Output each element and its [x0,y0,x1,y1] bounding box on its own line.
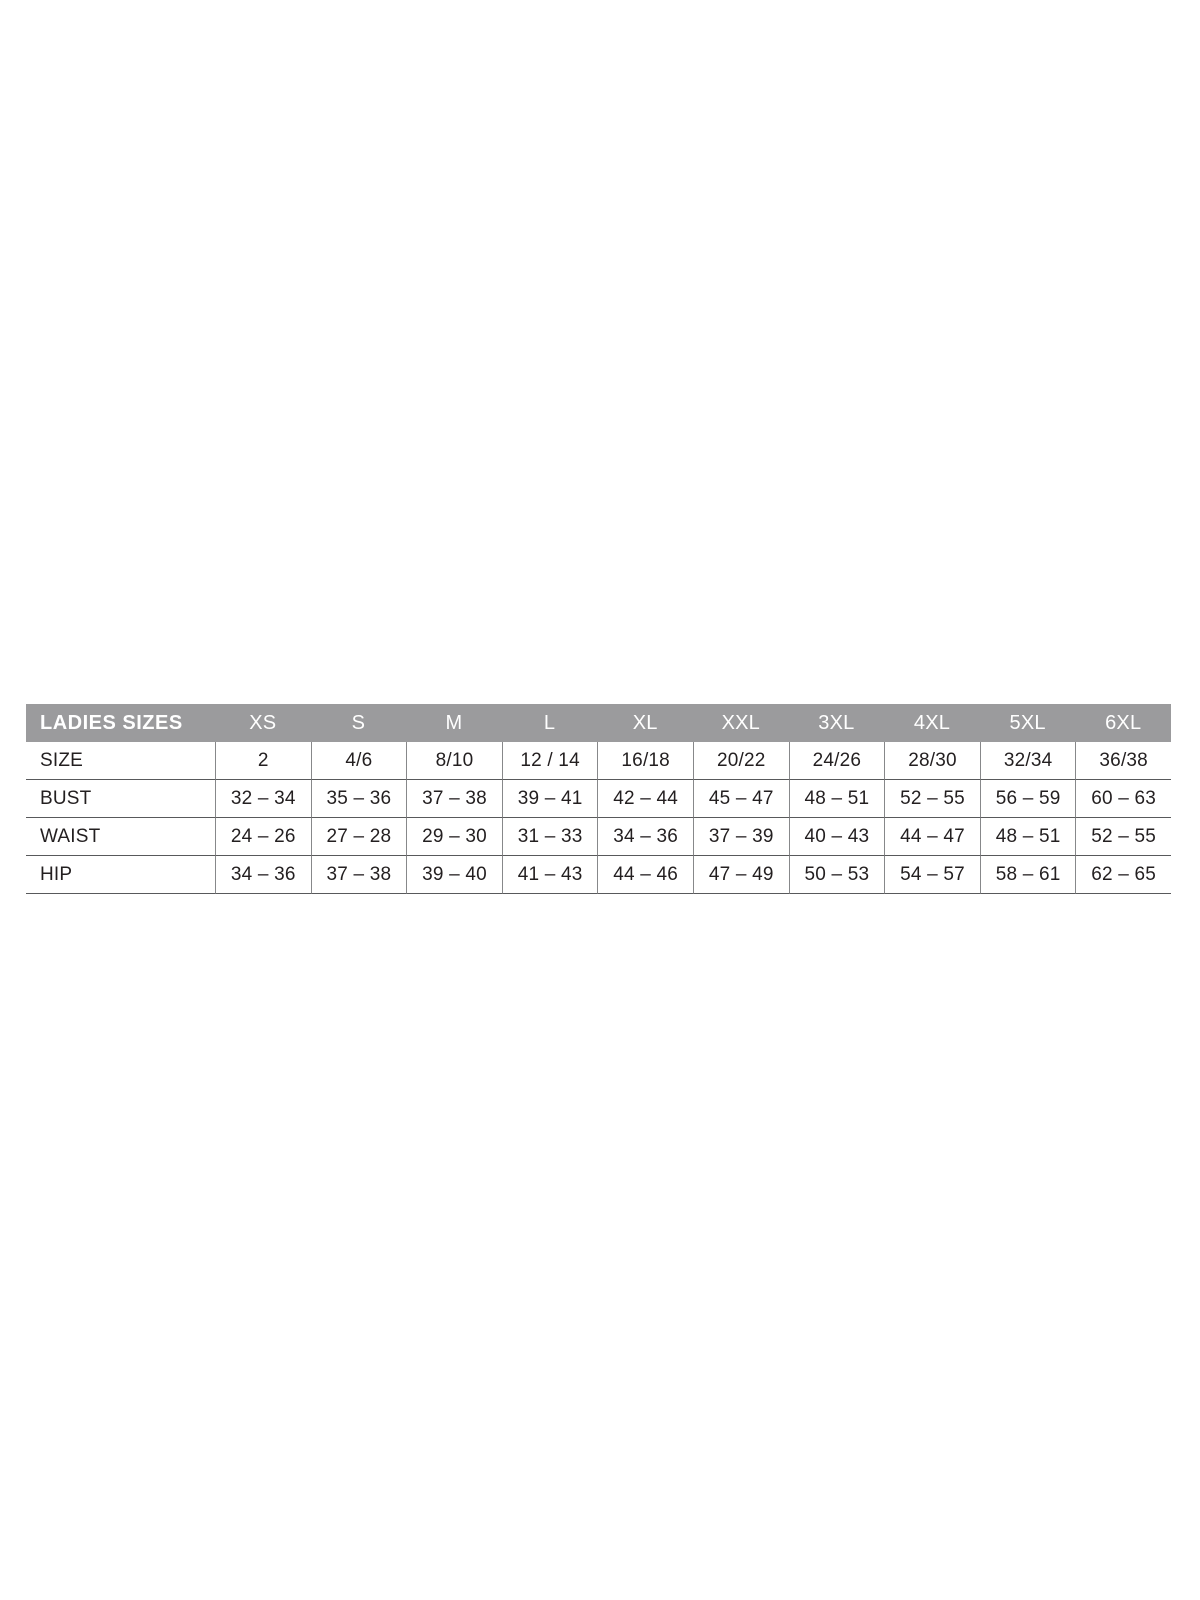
hip-value-xl: 44 – 46 [597,856,693,894]
waist-value-5xl: 48 – 51 [979,818,1076,856]
bust-value-s: 35 – 36 [310,780,407,818]
bust-value-4xl: 52 – 55 [884,780,980,818]
size-value-l: 12 / 14 [501,742,598,780]
hip-value-3xl: 50 – 53 [788,856,885,894]
bust-value-xxl: 45 – 47 [692,780,789,818]
column-header-m: M [406,704,502,742]
column-header-xs: XS [215,704,311,742]
row-label-waist: WAIST [26,818,215,856]
waist-value-xxl: 37 – 39 [692,818,789,856]
bust-value-xl: 42 – 44 [597,780,693,818]
hip-value-4xl: 54 – 57 [884,856,980,894]
hip-value-s: 37 – 38 [310,856,407,894]
size-value-m: 8/10 [406,742,502,780]
column-header-l: L [501,704,598,742]
ladies-size-chart-table: LADIES SIZES XS S M L XL XXL 3XL 4XL 5XL… [26,704,1171,894]
size-value-s: 4/6 [310,742,407,780]
waist-value-l: 31 – 33 [501,818,598,856]
table-title: LADIES SIZES [26,704,215,742]
hip-value-m: 39 – 40 [406,856,502,894]
size-value-6xl: 36/38 [1075,742,1171,780]
hip-value-xxl: 47 – 49 [692,856,789,894]
size-value-xl: 16/18 [597,742,693,780]
column-header-6xl: 6XL [1075,704,1171,742]
column-header-xxl: XXL [692,704,789,742]
column-header-3xl: 3XL [788,704,885,742]
bust-value-6xl: 60 – 63 [1075,780,1171,818]
bust-value-3xl: 48 – 51 [788,780,885,818]
column-header-xl: XL [597,704,693,742]
hip-value-5xl: 58 – 61 [979,856,1076,894]
waist-value-s: 27 – 28 [310,818,407,856]
bust-value-5xl: 56 – 59 [979,780,1076,818]
bust-value-l: 39 – 41 [501,780,598,818]
column-header-4xl: 4XL [884,704,980,742]
waist-value-6xl: 52 – 55 [1075,818,1171,856]
size-value-xxl: 20/22 [692,742,789,780]
row-label-hip: HIP [26,856,215,894]
bust-value-xs: 32 – 34 [215,780,311,818]
size-value-xs: 2 [215,742,311,780]
hip-value-xs: 34 – 36 [215,856,311,894]
size-value-5xl: 32/34 [979,742,1076,780]
size-value-3xl: 24/26 [788,742,885,780]
waist-value-4xl: 44 – 47 [884,818,980,856]
row-label-bust: BUST [26,780,215,818]
bust-value-m: 37 – 38 [406,780,502,818]
column-header-5xl: 5XL [979,704,1076,742]
waist-value-xl: 34 – 36 [597,818,693,856]
size-value-4xl: 28/30 [884,742,980,780]
hip-value-l: 41 – 43 [501,856,598,894]
waist-value-xs: 24 – 26 [215,818,311,856]
column-header-s: S [310,704,407,742]
waist-value-3xl: 40 – 43 [788,818,885,856]
waist-value-m: 29 – 30 [406,818,502,856]
row-label-size: SIZE [26,742,215,780]
hip-value-6xl: 62 – 65 [1075,856,1171,894]
